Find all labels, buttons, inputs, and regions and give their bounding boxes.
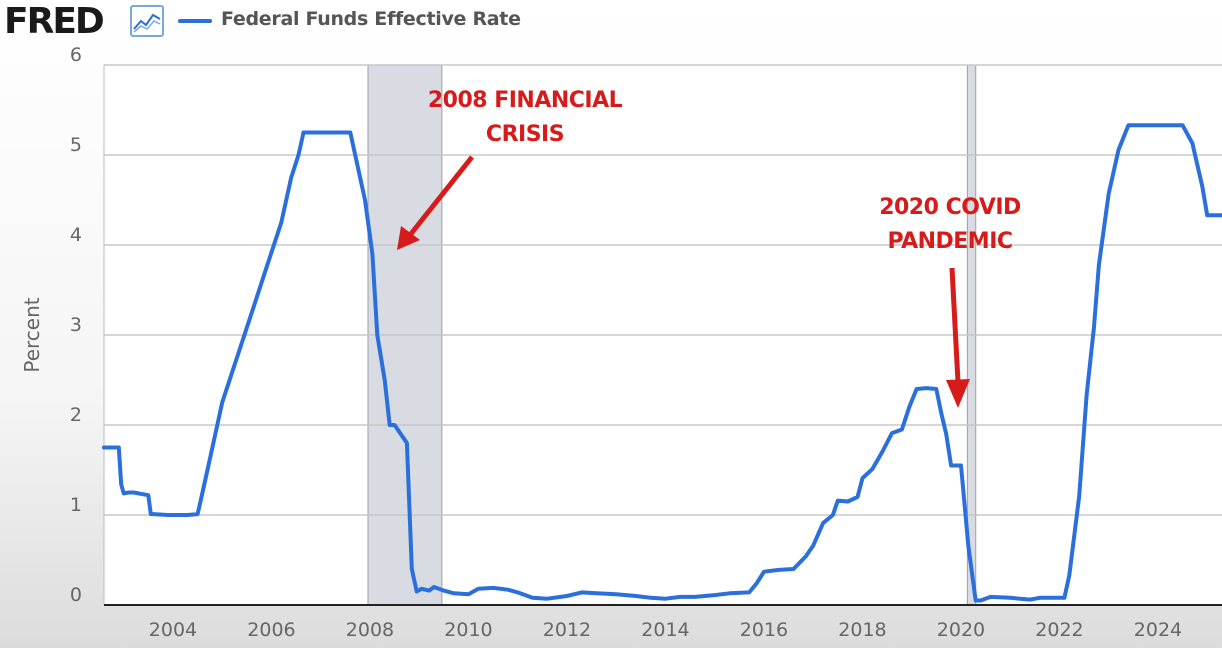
x-tick-label: 2022 <box>1035 619 1083 641</box>
series-line-fed-funds[interactable] <box>102 123 1222 603</box>
x-axis-ticks: 2004 2006 2008 2010 2012 2014 2016 2018 2020 2022… <box>149 619 1182 641</box>
crisis-arrow <box>397 155 474 250</box>
grid-lines <box>103 64 1222 605</box>
y-axis-ticks: 0 1 2 3 4 5 6 <box>70 44 82 606</box>
crisis-annotation-line1: 2008 FINANCIAL <box>427 88 623 113</box>
covid-annotation-line2: PANDEMIC <box>887 229 1013 254</box>
x-tick-label: 2018 <box>838 619 886 641</box>
x-tick-label: 2006 <box>247 619 295 641</box>
covid-arrow <box>946 267 970 408</box>
x-tick-label: 2010 <box>444 619 492 641</box>
y-axis-label: Percent <box>20 297 44 372</box>
y-tick-label: 4 <box>70 224 82 246</box>
chart-header: FRED Federal Funds Effective Rate <box>0 0 1222 44</box>
y-tick-label: 3 <box>70 314 82 336</box>
x-tick-label: 2024 <box>1134 619 1182 641</box>
crisis-annotation: 2008 FINANCIAL CRISIS <box>405 84 645 152</box>
y-tick-label: 6 <box>70 44 82 66</box>
x-tick-label: 2014 <box>641 619 689 641</box>
y-tick-label: 0 <box>70 584 82 606</box>
legend-label[interactable]: Federal Funds Effective Rate <box>221 8 521 30</box>
x-tick-label: 2008 <box>346 619 394 641</box>
y-tick-label: 5 <box>70 134 82 156</box>
fred-logo[interactable]: FRED <box>4 1 105 42</box>
covid-annotation-line1: 2020 COVID <box>879 195 1021 220</box>
legend-swatch <box>178 19 212 23</box>
crisis-annotation-line2: CRISIS <box>485 122 565 147</box>
line-graph-icon[interactable] <box>130 5 164 37</box>
covid-annotation: 2020 COVID PANDEMIC <box>850 191 1050 259</box>
y-tick-label: 2 <box>70 404 82 426</box>
x-tick-label: 2012 <box>543 619 591 641</box>
x-tick-label: 2016 <box>740 619 788 641</box>
x-tick-label: 2020 <box>937 619 985 641</box>
y-tick-label: 1 <box>70 494 82 516</box>
x-tick-label: 2004 <box>149 619 197 641</box>
